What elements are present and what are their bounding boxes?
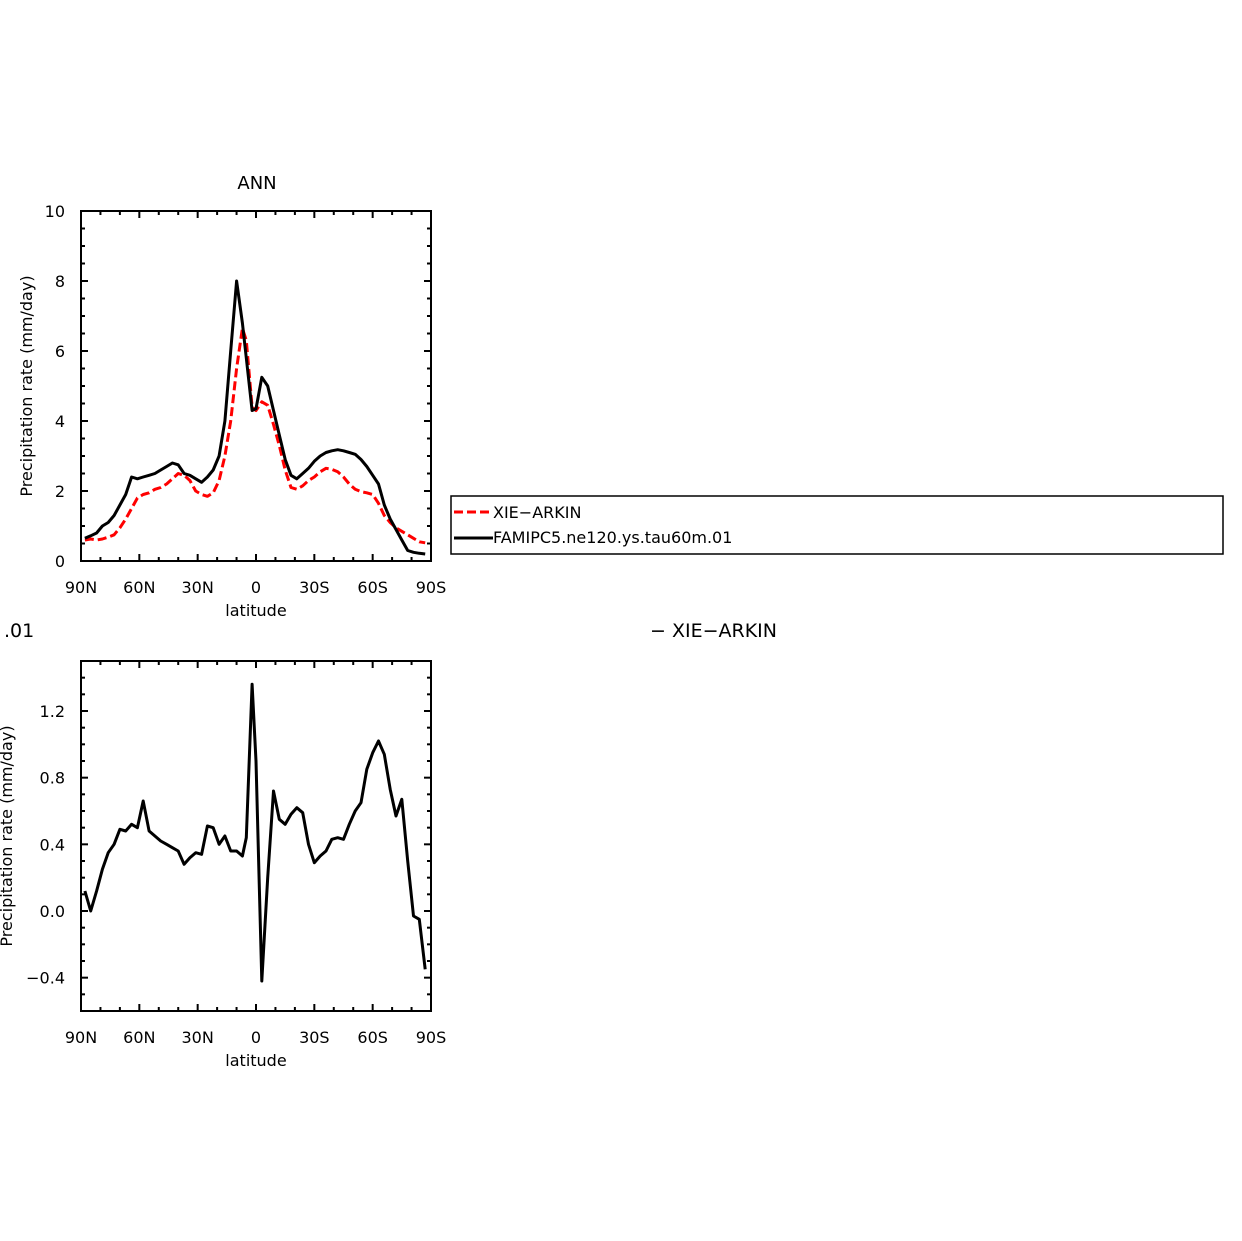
legend: XIE−ARKIN FAMIPC5.ne120.ys.tau60m.01 (450, 495, 1224, 555)
x-tick-label: 30S (299, 578, 330, 597)
y-tick-label: 0.4 (40, 835, 65, 854)
panel-top-title: ANN (237, 173, 276, 194)
panel-bottom-frame (80, 660, 432, 1012)
x-tick-label: 0 (251, 1028, 261, 1047)
y-tick-label: 10 (45, 202, 65, 221)
series-line-panel2-series0 (83, 682, 427, 983)
series-line-famipc5-ne120-ys-tau60m-01 (84, 279, 426, 556)
legend-entry-xie-arkin: XIE−ARKIN (493, 503, 581, 522)
y-tick-label: 8 (55, 272, 65, 291)
x-tick-label: 30N (182, 578, 214, 597)
legend-entry-famipc5: FAMIPC5.ne120.ys.tau60m.01 (493, 528, 732, 547)
panel-top-ylabel: Precipitation rate (mm/day) (17, 275, 36, 496)
y-tick-label: 4 (55, 412, 65, 431)
legend-box (450, 495, 1224, 555)
x-tick-label: 60N (123, 578, 155, 597)
x-tick-label: 90S (416, 1028, 447, 1047)
x-tick-label: 90N (65, 1028, 97, 1047)
series-line-xie-arkin (84, 326, 426, 545)
x-tick-label: 90S (416, 578, 447, 597)
panel-bottom-title-right: − XIE−ARKIN (650, 620, 777, 642)
panel-bottom-title-left: .01 (4, 620, 34, 642)
y-tick-label: 1.2 (40, 702, 65, 721)
panel-bottom-ylabel: Precipitation rate (mm/day) (0, 725, 16, 946)
x-tick-label: 30S (299, 1028, 330, 1047)
y-tick-label: 0.8 (40, 769, 65, 788)
panel-top-frame (80, 210, 432, 562)
x-tick-label: 60N (123, 1028, 155, 1047)
panel-top-xlabel: latitude (225, 601, 286, 620)
y-tick-label: 6 (55, 342, 65, 361)
x-tick-label: 90N (65, 578, 97, 597)
y-tick-label: −0.4 (26, 969, 65, 988)
x-tick-label: 60S (357, 1028, 388, 1047)
y-tick-label: 0 (55, 552, 65, 571)
x-tick-label: 30N (182, 1028, 214, 1047)
x-tick-label: 60S (357, 578, 388, 597)
panel-bottom-xlabel: latitude (225, 1051, 286, 1070)
panel-bottom: .01 − XIE−ARKIN 90N 60N 30N 0 30S 60S 90S −0.4 0… (0, 620, 777, 1070)
x-tick-label: 0 (251, 578, 261, 597)
y-tick-label: 2 (55, 482, 65, 501)
y-tick-label: 0.0 (40, 902, 65, 921)
